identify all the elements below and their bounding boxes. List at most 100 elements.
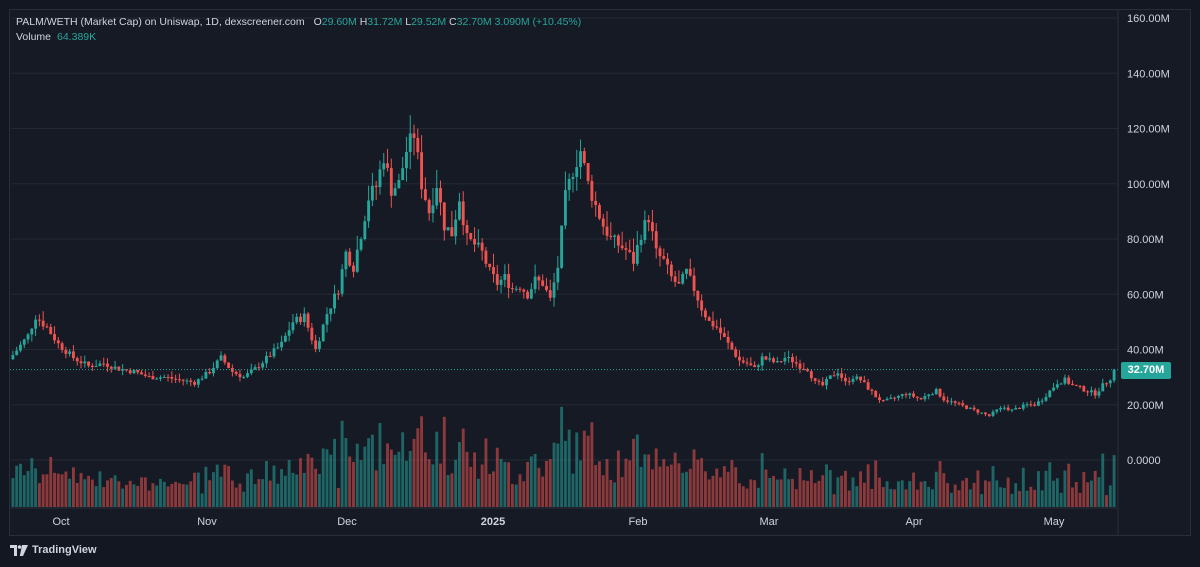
volume-bar — [533, 453, 537, 507]
candle-body — [1055, 384, 1059, 388]
candle-body — [738, 356, 741, 361]
volume-bar — [832, 494, 836, 507]
candle-body — [862, 380, 866, 383]
volume-bar — [306, 453, 310, 507]
volume-bar — [658, 466, 662, 507]
candle-body — [779, 361, 783, 363]
volume-bar — [639, 466, 643, 507]
volume-bar — [102, 487, 106, 507]
volume-bar — [669, 464, 673, 507]
candle-body — [333, 293, 336, 309]
candle-body — [741, 360, 745, 363]
volume-bar — [806, 480, 810, 507]
volume-bar — [976, 470, 980, 507]
candle-body — [632, 251, 635, 264]
volume-bar — [117, 481, 121, 507]
legend-low-value: 29.52M — [411, 16, 447, 28]
volume-bar — [344, 438, 348, 507]
candle-body — [378, 169, 382, 188]
candle-body — [321, 324, 325, 342]
volume-bar — [476, 478, 480, 507]
candle-body — [900, 394, 904, 396]
volume-bar — [1112, 455, 1116, 507]
volume-bar — [870, 488, 874, 507]
volume-bar — [673, 452, 677, 507]
volume-bar — [348, 456, 352, 507]
candle-body — [420, 152, 424, 190]
volume-bar — [427, 459, 431, 507]
candle-body — [1040, 400, 1044, 402]
candle-body — [545, 285, 548, 291]
volume-bar — [1082, 471, 1086, 507]
volume-bar — [242, 491, 246, 507]
volume-bar — [147, 490, 151, 507]
candle-body — [586, 163, 590, 181]
volume-bar — [53, 472, 56, 507]
candle-body — [840, 373, 844, 378]
volume-bar — [847, 490, 851, 507]
candle-body — [783, 357, 787, 362]
volume-bar — [193, 472, 196, 507]
y-tick-label: 80.00M — [1127, 234, 1164, 246]
candles — [11, 115, 1116, 418]
volume-bar — [685, 471, 688, 507]
candle-body — [965, 405, 968, 409]
candle-body — [726, 336, 730, 343]
candle-body — [1014, 407, 1018, 410]
candle-body — [1105, 383, 1108, 385]
volume-bar — [753, 480, 757, 507]
legend-open-value: 29.60M — [321, 16, 357, 28]
volume-bar — [965, 477, 968, 507]
volume-bar — [1036, 471, 1040, 507]
candle-body — [730, 342, 734, 350]
candle-body — [185, 380, 189, 382]
candle-body — [552, 282, 556, 298]
candle-body — [953, 401, 957, 403]
candle-body — [885, 398, 889, 401]
candle-body — [817, 380, 821, 382]
candle-body — [791, 357, 794, 363]
volume-bar — [647, 454, 651, 507]
legend-title: PALM/WETH (Market Cap) on Uniswap, 1D, d… — [16, 16, 305, 28]
candle-body — [1025, 404, 1029, 406]
candle-body — [435, 188, 439, 206]
volume-bar — [984, 480, 987, 507]
candle-body — [344, 251, 348, 270]
volume-bar — [931, 489, 934, 507]
candle-body — [257, 367, 261, 369]
volume-bar — [1029, 486, 1033, 507]
candle-body — [522, 289, 526, 292]
volume-bar — [624, 458, 628, 507]
volume-bar — [389, 449, 393, 507]
candle-body — [643, 220, 647, 240]
volume-bar — [510, 483, 514, 507]
volume-bar — [579, 460, 582, 507]
volume-bar — [488, 473, 492, 507]
volume-bar — [215, 464, 219, 507]
candle-body — [548, 290, 552, 298]
volume-bar — [696, 459, 700, 507]
candle-body — [56, 340, 60, 344]
legend-volume-value: 64.389K — [57, 31, 97, 43]
candle-body — [450, 227, 454, 237]
candle-body — [825, 378, 828, 386]
volume-bar — [836, 477, 840, 507]
candle-body — [904, 394, 908, 396]
candle-body — [367, 200, 371, 222]
candle-body — [291, 322, 295, 331]
volume-bar — [295, 474, 299, 507]
volume-bar — [635, 434, 639, 507]
candle-body — [510, 288, 514, 290]
volume-bar — [249, 469, 253, 507]
candle-body — [60, 343, 64, 350]
volume-bar — [212, 472, 215, 507]
candle-body — [473, 239, 477, 245]
candle-body — [340, 269, 344, 294]
candle-body — [1097, 391, 1101, 396]
volume-bar — [90, 479, 94, 507]
volume-bar — [41, 474, 45, 507]
tradingview-icon — [10, 544, 28, 556]
candle-body — [306, 313, 310, 328]
tradingview-logo[interactable]: TradingView — [10, 544, 97, 556]
